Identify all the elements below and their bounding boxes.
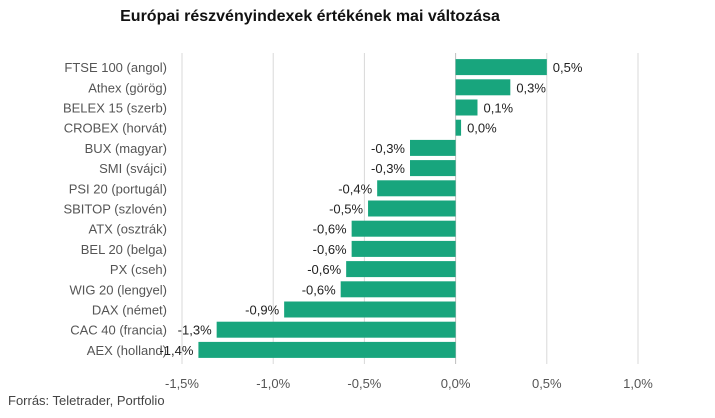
data-label: -0,5% (329, 202, 363, 217)
category-label: BELEX 15 (szerb) (63, 101, 167, 116)
bar (368, 200, 456, 217)
data-label: -0,6% (307, 262, 341, 277)
category-label: BUX (magyar) (85, 141, 167, 156)
chart-title: Európai részvényindexek értékének mai vá… (120, 8, 500, 25)
category-label: CROBEX (horvát) (64, 121, 167, 136)
bar (216, 321, 456, 338)
bar (340, 281, 456, 298)
x-tick-label: -0,5% (347, 376, 381, 391)
category-label: ATX (osztrák) (89, 222, 168, 237)
data-label: 0,5% (553, 60, 583, 75)
category-label: BEL 20 (belga) (81, 242, 167, 257)
bar (346, 261, 456, 278)
data-label: -0,3% (371, 161, 405, 176)
bar (351, 240, 456, 257)
source-note: Forrás: Teletrader, Portfolio (8, 393, 165, 408)
x-tick-label: -1,0% (256, 376, 290, 391)
x-tick-label: 0,0% (441, 376, 471, 391)
data-label: -0,6% (313, 242, 347, 257)
category-label: DAX (német) (92, 303, 167, 318)
category-label: FTSE 100 (angol) (64, 60, 167, 75)
category-label: AEX (holland) (87, 343, 167, 358)
data-label: 0,3% (516, 80, 546, 95)
category-label: WIG 20 (lengyel) (69, 282, 167, 297)
category-label: SMI (svájci) (99, 161, 167, 176)
bar (284, 301, 456, 318)
x-tick-label: 1,0% (623, 376, 653, 391)
data-label: -0,6% (302, 282, 336, 297)
category-label: Athex (görög) (88, 80, 167, 95)
x-tick-label: -1,5% (165, 376, 199, 391)
bar (410, 160, 456, 177)
category-label: PSI 20 (portugál) (69, 181, 167, 196)
data-label: -0,4% (338, 181, 372, 196)
data-label: 0,0% (467, 121, 497, 136)
data-label: -1,4% (159, 343, 193, 358)
bar (455, 59, 547, 76)
bar (198, 341, 456, 358)
category-label: CAC 40 (francia) (70, 323, 167, 338)
data-label: 0,1% (483, 101, 513, 116)
data-label: -1,3% (178, 323, 212, 338)
bar (410, 139, 456, 156)
bar (455, 119, 462, 136)
x-tick-label: 0,5% (532, 376, 562, 391)
bar (455, 99, 478, 116)
bar (455, 79, 511, 96)
category-label: PX (cseh) (110, 262, 167, 277)
data-label: -0,9% (245, 303, 279, 318)
bar (351, 220, 456, 237)
bar (377, 180, 456, 197)
data-label: -0,6% (313, 222, 347, 237)
category-label: SBITOP (szlovén) (63, 202, 167, 217)
data-label: -0,3% (371, 141, 405, 156)
